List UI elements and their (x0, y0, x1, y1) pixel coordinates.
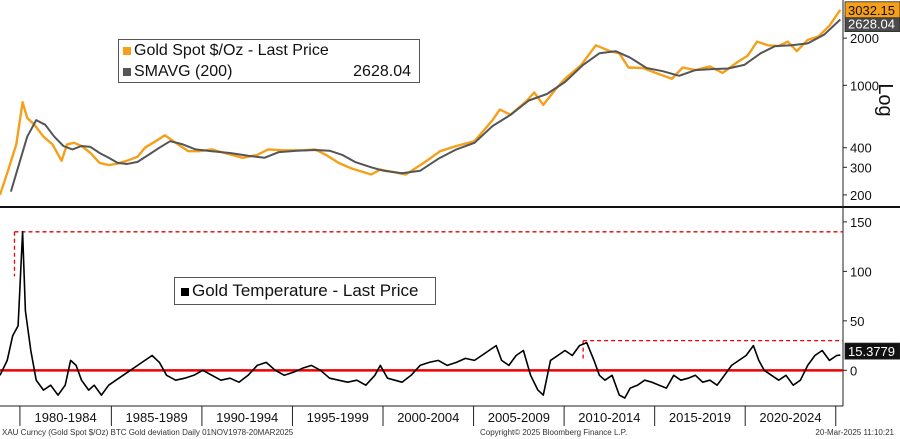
legend-label-gold-temperature: Gold Temperature - Last Price (192, 281, 419, 300)
footer-copyright: Copyright© 2025 Bloomberg Finance L.P. (480, 428, 628, 437)
bottom-y-tick-label: 100 (850, 264, 872, 279)
bottom-y-tick-label: 0 (850, 363, 857, 378)
legend-row-gold-temperature: Gold Temperature - Last Price (175, 278, 435, 304)
top-y-tick-label: 300 (850, 160, 872, 175)
footer: XAU Curncy (Gold Spot $/Oz) BTC Gold dev… (0, 426, 900, 439)
x-tick-label: 2010-2014 (578, 410, 640, 425)
legend-swatch-smavg (123, 67, 131, 76)
chart-canvas: 200 300 400 1000 2000 Log 0 50 100 150 1980-1984 19… (0, 0, 900, 426)
gold-spot-last-value: 3032.15 (848, 3, 895, 18)
bottom-y-tick-label: 50 (850, 314, 864, 329)
x-tick-label: 2015-2019 (669, 410, 731, 425)
x-tick-label: 1990-1994 (216, 410, 278, 425)
series-smavg-200 (9, 18, 841, 192)
gold-temperature-last-value-box (844, 342, 900, 360)
gold-spot-last-value-box (844, 1, 900, 19)
legend-value-smavg: 2628.04 (353, 63, 411, 80)
top-y-tick-label: 1000 (850, 78, 879, 93)
x-tick-label: 1985-1989 (126, 410, 188, 425)
top-y-axis-label: Log (874, 83, 896, 116)
series-gold-temperature (0, 231, 841, 399)
bottom-y-tick-label: 150 (850, 215, 872, 230)
legend-row-gold-spot: Gold Spot $/Oz - Last Price (119, 40, 419, 61)
legend-row-smavg: SMAVG (200) 2628.04 (119, 61, 419, 82)
x-tick-label: 1995-1999 (307, 410, 369, 425)
x-tick-label: 1980-1984 (35, 410, 97, 425)
gold-temperature-last-value: 15.3779 (848, 344, 895, 359)
top-y-tick-label: 400 (850, 141, 872, 156)
footer-source: XAU Curncy (Gold Spot $/Oz) BTC Gold dev… (2, 428, 294, 437)
legend-label-smavg: SMAVG (200) (134, 63, 233, 80)
legend-swatch-gold-spot (123, 46, 131, 55)
top-legend: Gold Spot $/Oz - Last Price SMAVG (200) … (118, 39, 420, 83)
smavg-last-value: 2628.04 (848, 17, 895, 32)
x-tick-label: 2005-2009 (488, 410, 550, 425)
legend-swatch-gold-temperature (181, 287, 189, 296)
x-tick-label: 2000-2004 (397, 410, 459, 425)
x-tick-label: 2020-2024 (759, 410, 821, 425)
top-y-tick-label: 2000 (850, 31, 879, 46)
bottom-legend: Gold Temperature - Last Price (174, 277, 436, 305)
top-y-tick-label: 200 (850, 188, 872, 203)
footer-timestamp: 20-Mar-2025 11:10:21 (815, 428, 894, 437)
series-gold-spot (0, 9, 842, 196)
legend-label-gold-spot: Gold Spot $/Oz - Last Price (134, 42, 329, 59)
